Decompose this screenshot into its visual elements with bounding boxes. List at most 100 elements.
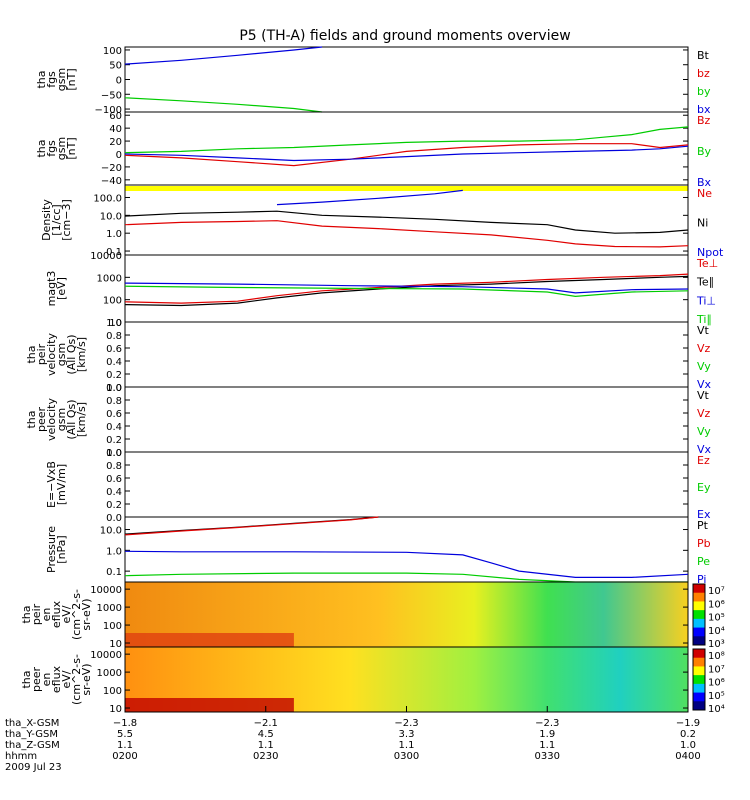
legend-label: Te∥	[696, 276, 714, 289]
legend-label: Ez	[697, 454, 710, 467]
y-axis-label: sr-eV)	[80, 598, 93, 630]
series-line-te	[124, 275, 689, 307]
colorbar-segment	[693, 683, 705, 694]
x-tick-value: −2.1	[254, 718, 278, 729]
x-tick-value: −1.9	[676, 718, 700, 729]
y-tick-label: 1.0	[106, 229, 122, 240]
legend-label: Vt	[697, 389, 710, 402]
y-axis-label: sr-eV)	[80, 663, 93, 695]
spectrogram-band	[125, 633, 294, 647]
colorbar-segment	[693, 692, 705, 702]
colorbar-tick-label: 10⁶	[708, 678, 725, 689]
y-tick-label: 1.0	[106, 448, 122, 459]
y-tick-label: 10	[109, 318, 122, 329]
y-axis-label: [nT]	[65, 137, 78, 159]
colorbar-tick-label: 10⁷	[708, 586, 725, 597]
figure-title: P5 (TH-A) fields and ground moments over…	[239, 28, 571, 44]
colorbar-segment	[693, 601, 705, 611]
x-tick-value: 1.1	[258, 740, 274, 751]
y-tick-label: 100.0	[93, 193, 122, 204]
y-axis-label: gsm	[55, 137, 68, 160]
colorbar-segment	[693, 627, 705, 637]
y-tick-label: 100	[103, 686, 122, 697]
y-tick-label: 50	[109, 61, 122, 72]
y-tick-label: 0.0	[106, 448, 122, 459]
x-tick-value: 4.5	[258, 729, 274, 740]
legend-label: Pb	[697, 537, 711, 550]
x-axis-row-label: tha_Z-GSM	[5, 740, 60, 751]
colorbar-frame	[692, 583, 706, 646]
y-tick-label: 0.4	[106, 487, 122, 498]
y-tick-label: 10000	[90, 585, 122, 596]
y-tick-label: 1000	[97, 603, 122, 614]
series-line-by	[124, 97, 323, 113]
y-tick-label: 0.2	[106, 500, 122, 511]
y-axis-label: gsm	[55, 343, 68, 366]
quality-flag-bar	[125, 186, 688, 191]
legend-label: Ex	[697, 508, 711, 521]
panel-frame	[124, 516, 689, 583]
y-axis-label: peir	[30, 603, 43, 625]
colorbar-segment	[693, 649, 705, 659]
legend-label: Vz	[697, 342, 711, 355]
y-axis-label: [mV/m]	[55, 464, 68, 505]
legend-label: By	[697, 145, 712, 158]
y-tick-label: 10	[109, 639, 122, 650]
x-axis-date: 2009 Jul 23	[5, 762, 62, 773]
x-tick-value: 0230	[253, 751, 278, 762]
y-axis-label: magt3	[45, 271, 58, 307]
y-tick-label: −20	[101, 163, 122, 174]
series-line-npot	[276, 189, 463, 206]
legend-label: Bx	[697, 176, 712, 189]
y-tick-label: 0.1	[106, 567, 122, 578]
y-axis-label: gsm	[55, 68, 68, 91]
y-tick-label: 0.0	[106, 383, 122, 394]
series-line-pt	[124, 516, 379, 535]
y-axis-label: [km/s]	[75, 337, 88, 372]
panel-frame	[124, 386, 689, 453]
x-tick-value: 1.0	[680, 740, 696, 751]
y-axis-label: tha	[25, 410, 38, 428]
series-line-ti	[124, 285, 689, 298]
y-tick-label: −50	[101, 90, 122, 101]
y-axis-label: [km/s]	[75, 402, 88, 437]
y-axis-label: peer	[35, 407, 48, 433]
series-line-pi	[124, 550, 689, 579]
y-axis-label: [nT]	[65, 68, 78, 90]
x-tick-value: −1.8	[113, 718, 137, 729]
y-tick-label: 10000	[90, 650, 122, 661]
y-tick-label: 0	[116, 76, 122, 87]
x-tick-value: 5.5	[117, 729, 133, 740]
y-tick-label: 0.8	[106, 396, 122, 407]
y-axis-label: tha	[20, 670, 33, 688]
legend-label: Pt	[697, 519, 709, 532]
colorbar-segment	[693, 618, 705, 629]
y-axis-label: (All Qs)	[65, 334, 78, 374]
legend-label: bz	[697, 67, 710, 80]
y-tick-label: 0.1	[106, 247, 122, 258]
y-tick-label: 0.4	[106, 422, 122, 433]
colorbar-tick-label: 10⁷	[708, 664, 725, 675]
y-axis-label: eV/	[60, 605, 73, 623]
x-axis-row-label: tha_Y-GSM	[5, 729, 58, 740]
y-axis-label: eflux	[50, 665, 63, 693]
x-tick-value: 3.3	[399, 729, 415, 740]
legend-label: Vy	[697, 425, 711, 438]
colorbar-segment	[693, 701, 705, 711]
legend-label: Vx	[697, 443, 712, 456]
y-axis-label: tha	[35, 70, 48, 88]
y-tick-label: 1.0	[106, 546, 122, 557]
y-axis-label: tha	[20, 605, 33, 623]
series-line-pb	[124, 516, 379, 536]
y-axis-label: fgs	[45, 71, 58, 88]
colorbar-tick-label: 10⁴	[708, 704, 725, 715]
series-line-ni	[124, 210, 689, 234]
y-tick-label: 100	[103, 46, 122, 57]
legend-label: Vz	[697, 407, 711, 420]
y-tick-label: 10.0	[100, 526, 122, 537]
colorbar-segment	[693, 584, 705, 594]
legend-label: Ti∥	[696, 313, 712, 326]
legend-label: Te⊥	[696, 257, 718, 270]
colorbar-frame	[692, 648, 706, 711]
spectrogram-band	[125, 698, 294, 712]
